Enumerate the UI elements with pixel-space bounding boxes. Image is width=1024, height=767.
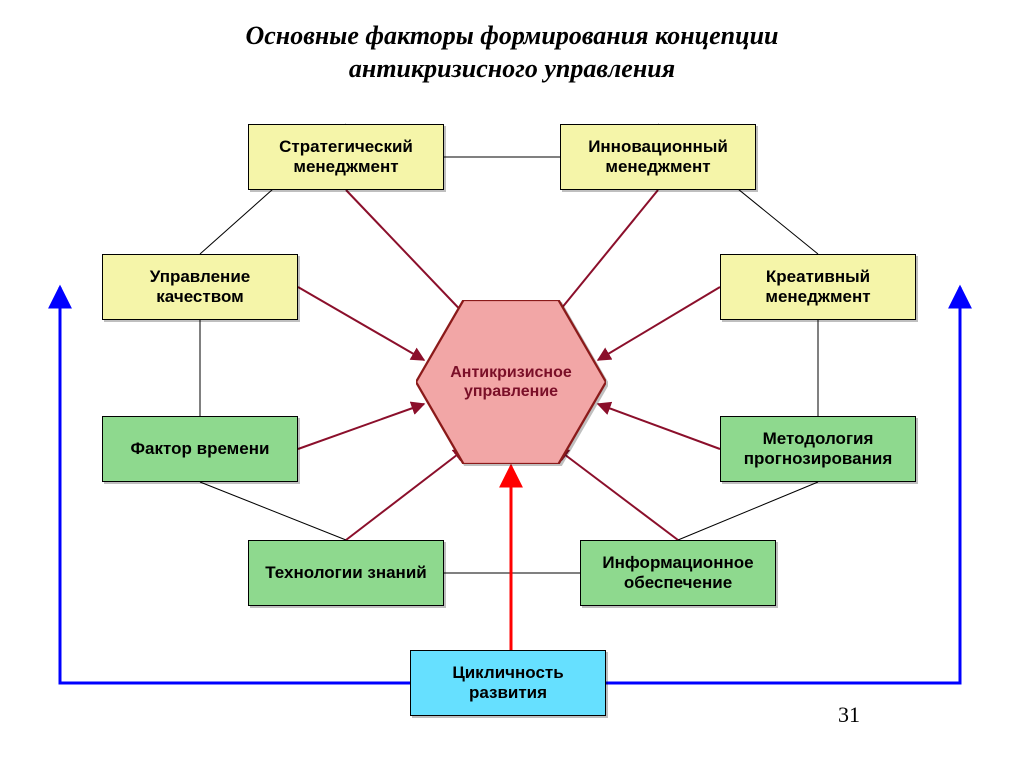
- node-info: Информационное обеспечение: [580, 540, 776, 606]
- node-innovative: Инновационный менеджмент: [560, 124, 756, 190]
- page-number: 31: [838, 702, 860, 728]
- node-methodology: Методология прогнозирования: [720, 416, 916, 482]
- node-time: Фактор времени: [102, 416, 298, 482]
- title-line-1: Основные факторы формирования концепции: [245, 21, 778, 50]
- center-label: Антикризисное управление: [450, 363, 572, 401]
- title-line-2: антикризисного управления: [349, 54, 675, 83]
- node-creative: Креативный менеджмент: [720, 254, 916, 320]
- node-quality: Управление качеством: [102, 254, 298, 320]
- center-hexagon: Антикризисное управление: [416, 300, 606, 464]
- node-tech: Технологии знаний: [248, 540, 444, 606]
- page-title: Основные факторы формирования концепции …: [0, 20, 1024, 85]
- node-cycle: Цикличность развития: [410, 650, 606, 716]
- node-strategic: Стратегический менеджмент: [248, 124, 444, 190]
